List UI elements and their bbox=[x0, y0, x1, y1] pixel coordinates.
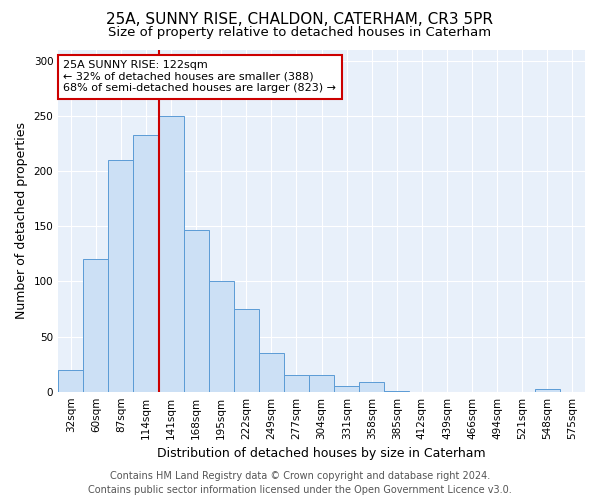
Bar bbox=[334, 386, 359, 392]
Bar bbox=[109, 160, 133, 392]
Text: Size of property relative to detached houses in Caterham: Size of property relative to detached ho… bbox=[109, 26, 491, 39]
Y-axis label: Number of detached properties: Number of detached properties bbox=[15, 122, 28, 320]
Bar bbox=[309, 375, 334, 392]
Bar bbox=[133, 135, 158, 392]
Bar bbox=[184, 230, 209, 392]
Bar bbox=[385, 390, 409, 392]
Bar bbox=[259, 353, 284, 392]
Text: Contains HM Land Registry data © Crown copyright and database right 2024.
Contai: Contains HM Land Registry data © Crown c… bbox=[88, 471, 512, 495]
Text: 25A SUNNY RISE: 122sqm
← 32% of detached houses are smaller (388)
68% of semi-de: 25A SUNNY RISE: 122sqm ← 32% of detached… bbox=[64, 60, 337, 94]
Bar bbox=[58, 370, 83, 392]
Bar bbox=[209, 282, 234, 392]
Bar bbox=[535, 390, 560, 392]
Bar bbox=[284, 375, 309, 392]
Bar bbox=[234, 309, 259, 392]
X-axis label: Distribution of detached houses by size in Caterham: Distribution of detached houses by size … bbox=[157, 447, 486, 460]
Bar bbox=[83, 260, 109, 392]
Text: 25A, SUNNY RISE, CHALDON, CATERHAM, CR3 5PR: 25A, SUNNY RISE, CHALDON, CATERHAM, CR3 … bbox=[107, 12, 493, 28]
Bar bbox=[359, 382, 385, 392]
Bar bbox=[158, 116, 184, 392]
